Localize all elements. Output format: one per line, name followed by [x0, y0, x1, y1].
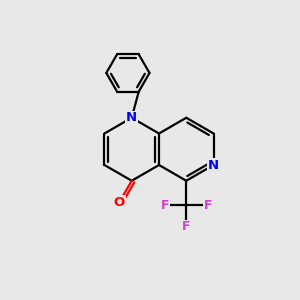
- Text: N: N: [126, 111, 137, 124]
- Text: N: N: [208, 158, 219, 172]
- Text: O: O: [114, 196, 125, 208]
- Text: F: F: [182, 220, 190, 233]
- Text: F: F: [204, 199, 212, 212]
- Text: F: F: [160, 199, 169, 212]
